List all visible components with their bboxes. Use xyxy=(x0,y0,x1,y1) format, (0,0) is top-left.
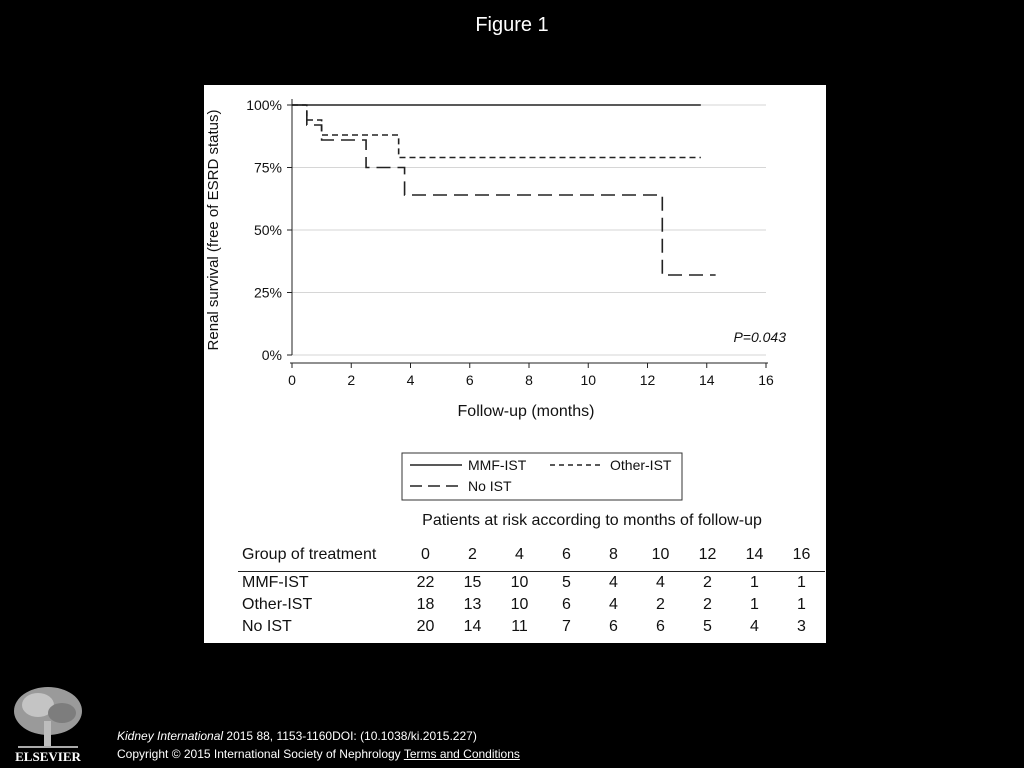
risk-table-count: 13 xyxy=(463,596,482,613)
patients-at-risk-table: Group of treatment 0 2 4 6 8 10 12 14 16 MMF-IST… xyxy=(238,539,825,638)
x-tick-label: 8 xyxy=(525,372,533,388)
risk-table-month-header: 4 xyxy=(515,546,524,563)
survival-chart: Renal survival (free of ESRD status) Fol… xyxy=(205,97,786,501)
p-value-annotation: P=0.043 xyxy=(733,329,786,345)
x-tick-label: 14 xyxy=(699,372,715,388)
risk-table-count: 1 xyxy=(750,596,759,613)
citation-reference: Kidney International 2015 88, 1153-1160D… xyxy=(117,727,520,745)
risk-table-count: 1 xyxy=(797,596,806,613)
risk-table-row: No IST 20 14 11 7 6 6 5 4 3 xyxy=(238,616,825,638)
x-tick-label: 2 xyxy=(347,372,355,388)
elsevier-tree-icon: ELSEVIER xyxy=(8,683,88,764)
terms-and-conditions-link[interactable]: Terms and Conditions xyxy=(403,747,520,761)
citation-details: 2015 88, 1153-1160DOI: (10.1038/ki.2015.… xyxy=(223,729,477,743)
risk-table-month-header: 16 xyxy=(792,546,811,563)
legend-label-no-ist: No IST xyxy=(468,478,512,494)
risk-table-count: 4 xyxy=(609,596,618,613)
risk-table-group-name: MMF-IST xyxy=(242,574,309,591)
risk-table-count: 6 xyxy=(562,596,571,613)
risk-table-count: 5 xyxy=(562,574,571,591)
x-tick-label: 10 xyxy=(580,372,596,388)
legend-label-other-ist: Other-IST xyxy=(610,457,672,473)
y-tick-label: 0% xyxy=(262,347,282,363)
y-tick-label: 50% xyxy=(254,222,282,238)
risk-table-month-header: 2 xyxy=(468,546,477,563)
risk-table-count: 2 xyxy=(703,574,712,591)
y-axis-label: Renal survival (free of ESRD status) xyxy=(205,110,222,351)
risk-table-count: 3 xyxy=(797,618,806,635)
survival-curve-other-ist xyxy=(292,104,701,159)
risk-table-count: 5 xyxy=(703,618,712,635)
citation-block: Kidney International 2015 88, 1153-1160D… xyxy=(117,727,520,763)
risk-table-count: 10 xyxy=(510,596,529,613)
elsevier-logo: ELSEVIER xyxy=(8,683,88,764)
risk-table-count: 2 xyxy=(656,596,665,613)
x-tick-label: 4 xyxy=(407,372,415,388)
risk-table-count: 1 xyxy=(797,574,806,591)
risk-table-month-header: 10 xyxy=(651,546,670,563)
risk-table-count: 1 xyxy=(750,574,759,591)
risk-table-group-name: Other-IST xyxy=(242,596,313,613)
risk-table-count: 22 xyxy=(416,574,435,591)
y-tick-label: 25% xyxy=(254,285,282,301)
citation-copyright-line: Copyright © 2015 International Society o… xyxy=(117,745,520,763)
risk-table-count: 20 xyxy=(416,618,435,635)
risk-table-row: MMF-IST 22 15 10 5 4 4 2 1 1 xyxy=(238,572,825,595)
risk-table-count: 6 xyxy=(656,618,665,635)
risk-table-count: 14 xyxy=(463,618,482,635)
risk-table-month-header: 6 xyxy=(562,546,571,563)
survival-curve-no-ist xyxy=(292,104,716,276)
risk-table-row: Other-IST 18 13 10 6 4 2 2 1 1 xyxy=(238,594,825,616)
risk-table-count: 7 xyxy=(562,618,571,635)
copyright-text: Copyright © 2015 International Society o… xyxy=(117,747,401,761)
risk-table-month-header: 12 xyxy=(698,546,717,563)
legend-label-mmf-ist: MMF-IST xyxy=(468,457,527,473)
figure-title: Figure 1 xyxy=(475,14,549,36)
x-tick-label: 16 xyxy=(758,372,774,388)
y-tick-label: 100% xyxy=(246,97,282,113)
risk-table-count: 15 xyxy=(463,574,482,591)
x-axis-label: Follow-up (months) xyxy=(458,403,595,420)
figure-panel: Renal survival (free of ESRD status) Fol… xyxy=(204,85,826,643)
risk-table-count: 4 xyxy=(656,574,665,591)
x-tick-label: 6 xyxy=(466,372,474,388)
risk-table-month-header: 8 xyxy=(609,546,618,563)
legend-box: MMF-IST Other-IST No IST xyxy=(401,452,683,501)
risk-table-count: 18 xyxy=(416,596,435,613)
risk-table-count: 4 xyxy=(609,574,618,591)
svg-text:ELSEVIER: ELSEVIER xyxy=(15,749,81,763)
risk-table-count: 2 xyxy=(703,596,712,613)
risk-table-group-name: No IST xyxy=(242,618,292,635)
risk-table-count: 4 xyxy=(750,618,759,635)
y-tick-label: 75% xyxy=(254,160,282,176)
risk-table-month-header: 0 xyxy=(421,546,430,563)
risk-table-caption: Patients at risk according to months of … xyxy=(422,512,762,529)
risk-table-count: 11 xyxy=(511,618,528,635)
journal-name: Kidney International xyxy=(117,729,224,743)
risk-table-header-group: Group of treatment xyxy=(242,546,377,563)
risk-table-count: 6 xyxy=(609,618,618,635)
risk-table-count: 10 xyxy=(510,574,529,591)
x-tick-label: 0 xyxy=(288,372,296,388)
risk-table-month-header: 14 xyxy=(745,546,764,563)
risk-table-header-row: Group of treatment 0 2 4 6 8 10 12 14 16 xyxy=(238,539,825,572)
x-tick-label: 12 xyxy=(640,372,656,388)
